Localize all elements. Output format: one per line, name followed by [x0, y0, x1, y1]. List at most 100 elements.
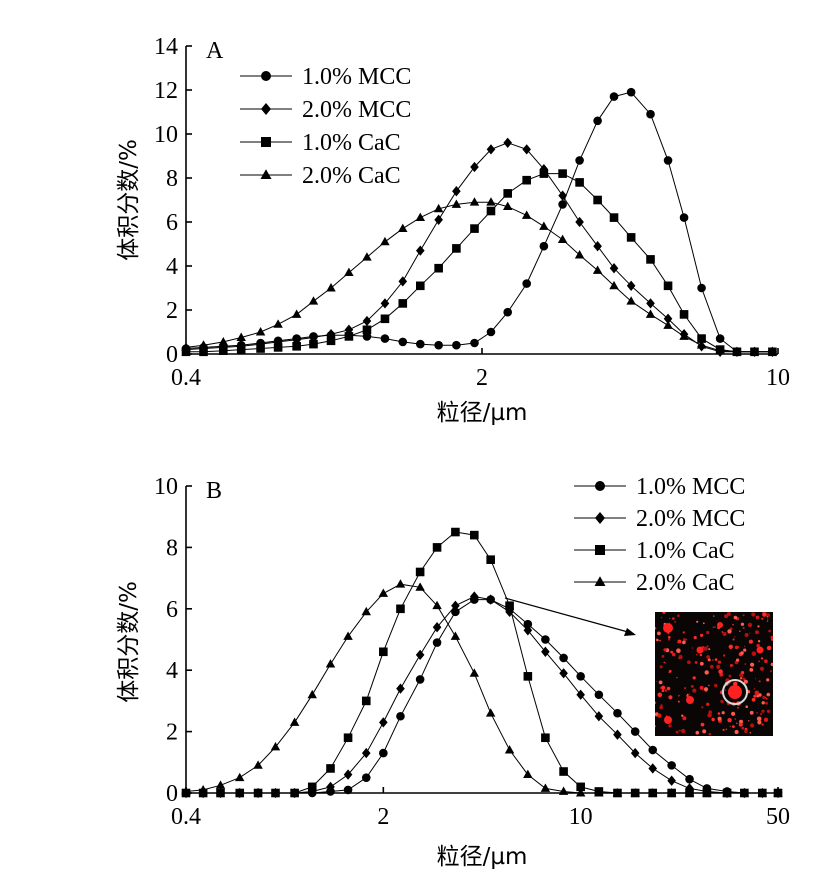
data-point — [576, 672, 585, 681]
x-tick-label: 2 — [377, 804, 389, 830]
data-point — [630, 727, 640, 736]
legend-item: 1.0% CaC — [574, 538, 735, 564]
series-2-0pct-cac — [181, 579, 783, 797]
data-point — [451, 199, 462, 208]
data-point — [626, 280, 636, 291]
data-point — [749, 346, 760, 356]
data-point — [216, 788, 225, 798]
data-point — [697, 334, 706, 343]
data-point — [361, 606, 371, 616]
panel-a-y-axis-title: 体积分数/% — [116, 139, 142, 261]
data-point — [646, 255, 655, 264]
legend-item: 2.0% CaC — [240, 163, 401, 189]
data-point — [362, 325, 372, 335]
data-point — [273, 319, 283, 328]
panel-a-y-ticks: 0 2 4 6 8 10 12 14 — [154, 34, 192, 368]
data-point — [767, 346, 778, 356]
data-point — [343, 733, 353, 743]
data-point — [613, 729, 622, 740]
data-point — [199, 347, 208, 357]
legend-marker — [261, 71, 271, 81]
data-point — [198, 340, 209, 349]
data-point — [470, 161, 479, 173]
legend-label: 2.0% MCC — [302, 97, 411, 123]
data-point — [559, 653, 568, 663]
legend-item: 2.0% MCC — [574, 506, 745, 532]
series-2-0pct-cac — [181, 197, 778, 356]
data-point — [307, 689, 317, 699]
y-tick-label: 10 — [154, 474, 178, 500]
data-point — [523, 619, 533, 629]
data-point — [559, 668, 568, 679]
y-tick-label: 6 — [166, 597, 178, 623]
y-tick-label: 12 — [154, 78, 178, 104]
data-point — [416, 245, 425, 256]
data-point — [181, 786, 191, 795]
data-point — [362, 315, 372, 327]
data-point — [609, 263, 619, 274]
data-point — [236, 345, 246, 354]
legend-item: 2.0% MCC — [240, 97, 411, 123]
data-point — [684, 788, 695, 797]
data-point — [273, 343, 283, 352]
data-point — [256, 344, 265, 353]
data-point — [522, 175, 531, 185]
data-point — [503, 137, 513, 148]
data-point — [522, 279, 531, 288]
panel-a-series — [181, 87, 778, 357]
data-point — [630, 788, 640, 797]
data-point — [739, 788, 750, 797]
data-point — [451, 607, 460, 617]
data-point — [434, 340, 443, 350]
panel-b-x-ticks: 0.4 2 10 50 — [171, 787, 790, 830]
data-point — [398, 223, 408, 233]
data-point — [593, 241, 602, 252]
x-tick-label: 10 — [766, 365, 790, 391]
data-point — [380, 236, 390, 246]
data-point — [663, 281, 673, 291]
y-tick-label: 0 — [166, 342, 178, 368]
series-line — [185, 142, 773, 353]
data-point — [486, 555, 495, 564]
inset-highlight-circle — [722, 679, 748, 705]
data-point — [558, 200, 567, 209]
y-tick-label: 2 — [166, 720, 178, 746]
data-point — [609, 213, 619, 222]
data-point — [505, 601, 514, 611]
data-point — [667, 761, 676, 770]
data-point — [663, 313, 673, 324]
data-point — [396, 711, 405, 721]
data-point — [575, 178, 584, 187]
panel-a-x-ticks: 0.4 2 10 — [171, 348, 790, 391]
data-point — [702, 788, 712, 797]
data-point — [432, 638, 442, 647]
data-point — [215, 780, 226, 789]
legend-item: 2.0% CaC — [574, 570, 735, 596]
data-point — [609, 280, 619, 290]
data-point — [219, 346, 228, 355]
y-tick-label: 2 — [166, 298, 178, 324]
legend-label: 1.0% CaC — [302, 130, 401, 156]
data-point — [434, 263, 443, 273]
data-point — [434, 214, 443, 225]
data-point — [450, 631, 461, 640]
data-point — [344, 324, 354, 335]
data-point — [594, 690, 604, 700]
data-point — [667, 775, 676, 786]
data-point — [396, 683, 405, 694]
data-point — [452, 244, 461, 253]
data-point — [679, 310, 689, 319]
panel-b-series — [181, 527, 783, 799]
data-point — [415, 649, 425, 661]
data-point — [379, 647, 388, 657]
data-point — [645, 309, 656, 318]
data-point — [575, 216, 584, 228]
data-point — [291, 309, 302, 318]
data-point — [255, 327, 266, 336]
data-point — [309, 332, 318, 343]
data-point — [663, 320, 673, 329]
panel-a-label: A — [206, 38, 224, 64]
legend-marker — [261, 103, 271, 115]
data-point — [398, 337, 408, 347]
